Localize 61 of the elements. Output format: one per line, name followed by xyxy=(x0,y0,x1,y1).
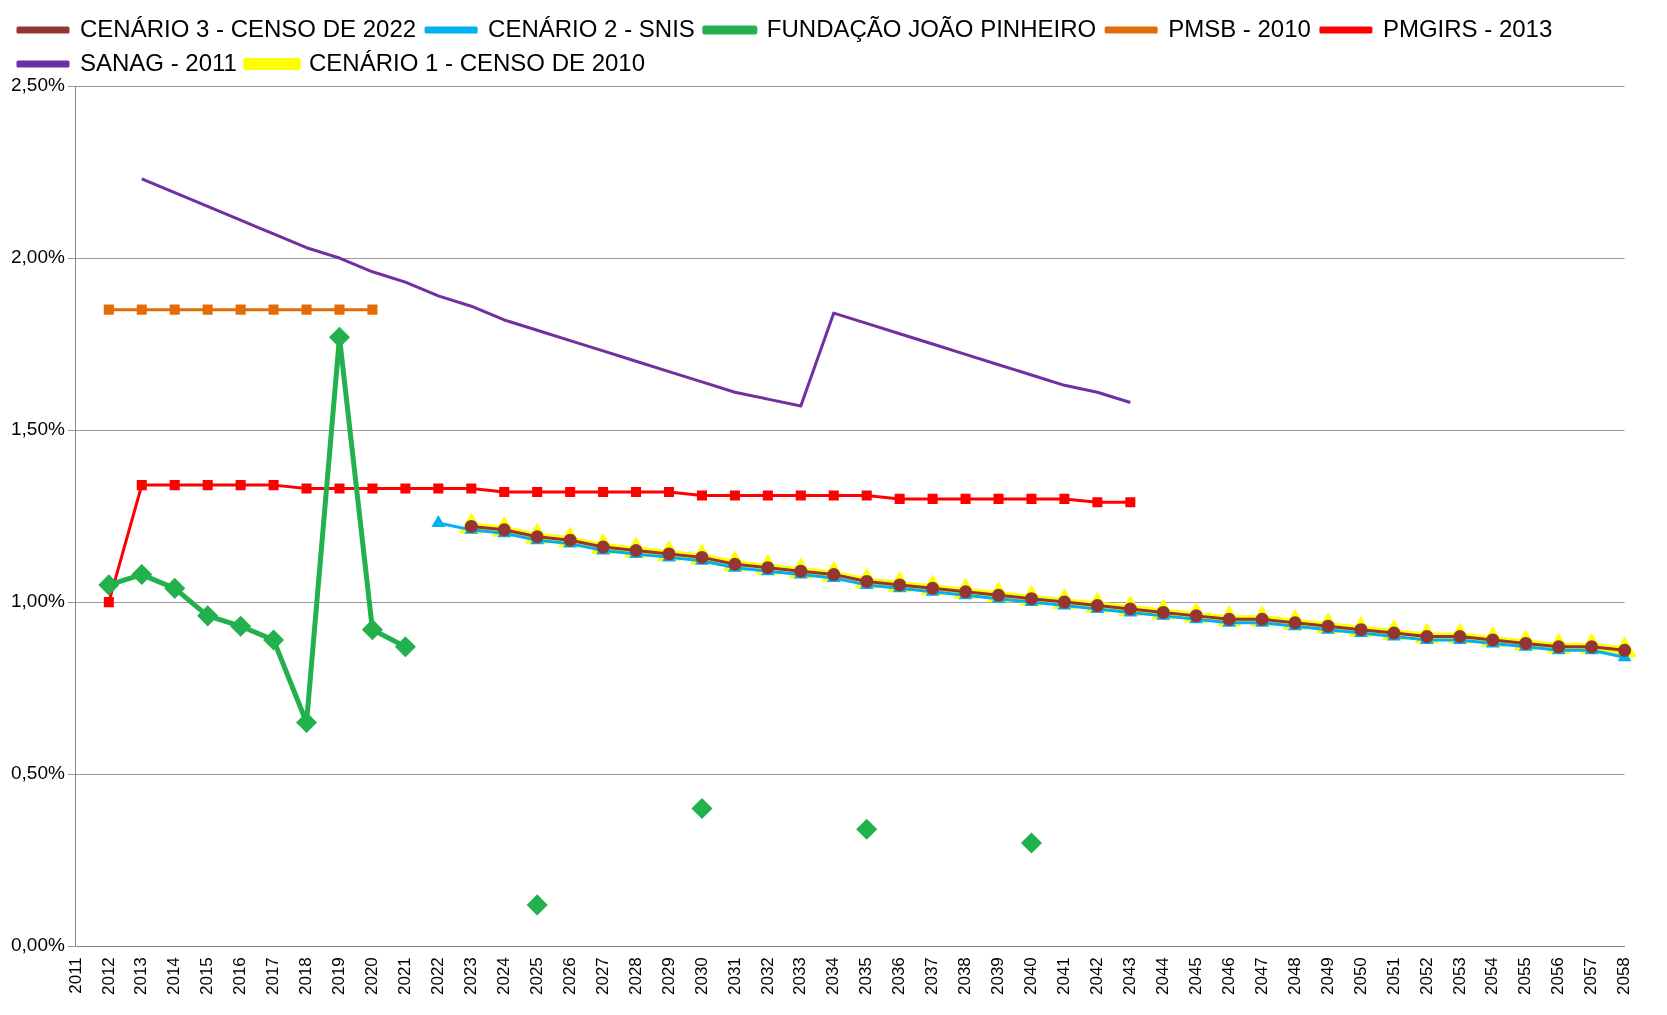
x-tick-label: 2036 xyxy=(889,957,909,996)
x-tick-label: 2020 xyxy=(362,957,382,996)
x-tick-label: 2055 xyxy=(1515,957,1535,996)
x-tick-label: 2050 xyxy=(1350,957,1370,996)
x-tick-label: 2018 xyxy=(296,957,316,996)
x-tick-label: 2013 xyxy=(131,957,151,996)
x-tick-label: 2039 xyxy=(988,957,1008,996)
x-tick-label: 2040 xyxy=(1021,957,1041,996)
x-tick-label: 2044 xyxy=(1152,957,1172,996)
x-tick-label: 2024 xyxy=(493,957,513,996)
y-tick-label: 2,50% xyxy=(11,74,65,96)
x-tick-label: 2019 xyxy=(329,957,349,996)
x-tick-label: 2047 xyxy=(1251,957,1271,996)
x-tick-label: 2029 xyxy=(658,957,678,996)
x-tick-label: 2056 xyxy=(1548,957,1568,996)
y-tick-label: 0,00% xyxy=(11,934,65,956)
y-tick-label: 0,50% xyxy=(11,762,65,784)
x-tick-label: 2032 xyxy=(757,957,777,996)
legend-label: CENÁRIO 1 - CENSO DE 2010 xyxy=(308,48,646,76)
x-tick-label: 2021 xyxy=(395,957,415,996)
x-tick-label: 2030 xyxy=(691,957,711,996)
x-tick-label: 2026 xyxy=(559,957,579,996)
x-tick-label: 2025 xyxy=(526,957,546,996)
legend-label: SANAG - 2011 xyxy=(80,48,237,76)
x-tick-label: 2022 xyxy=(428,957,448,996)
x-tick-label: 2033 xyxy=(790,957,810,996)
legend-label: PMSB - 2010 xyxy=(1168,14,1311,42)
legend-label: PMGIRS - 2013 xyxy=(1382,14,1553,42)
x-tick-label: 2054 xyxy=(1482,957,1502,996)
x-tick-label: 2031 xyxy=(724,957,744,996)
x-tick-label: 2042 xyxy=(1087,957,1107,996)
legend-label: CENÁRIO 3 - CENSO DE 2022 xyxy=(80,14,417,42)
x-tick-label: 2035 xyxy=(856,957,876,996)
y-tick-label: 1,00% xyxy=(11,590,65,612)
x-tick-label: 2049 xyxy=(1317,957,1337,996)
x-tick-label: 2038 xyxy=(955,957,975,996)
x-tick-label: 2053 xyxy=(1449,957,1469,996)
x-tick-label: 2012 xyxy=(98,957,118,996)
x-tick-label: 2015 xyxy=(197,957,217,996)
x-tick-label: 2023 xyxy=(460,957,480,996)
legend-label: FUNDAÇÃO JOÃO PINHEIRO xyxy=(766,14,1097,42)
x-tick-label: 2048 xyxy=(1284,957,1304,996)
y-tick-label: 2,00% xyxy=(11,246,65,268)
x-tick-label: 2016 xyxy=(230,957,250,996)
x-tick-label: 2034 xyxy=(823,957,843,996)
x-tick-label: 2028 xyxy=(625,957,645,996)
y-tick-label: 1,50% xyxy=(11,418,65,440)
x-tick-label: 2052 xyxy=(1416,957,1436,996)
x-tick-label: 2043 xyxy=(1120,957,1140,996)
x-tick-label: 2057 xyxy=(1581,957,1601,996)
x-tick-label: 2045 xyxy=(1185,957,1205,996)
x-tick-label: 2037 xyxy=(922,957,942,996)
x-tick-label: 2011 xyxy=(65,957,85,994)
x-tick-label: 2041 xyxy=(1054,957,1074,996)
x-tick-label: 2027 xyxy=(592,957,612,996)
x-tick-label: 2014 xyxy=(164,957,184,996)
x-tick-label: 2051 xyxy=(1383,957,1403,996)
x-tick-label: 2058 xyxy=(1614,957,1634,996)
x-tick-label: 2017 xyxy=(263,957,283,996)
x-tick-label: 2046 xyxy=(1218,957,1238,996)
legend-label: CENÁRIO 2 - SNIS xyxy=(488,14,695,42)
